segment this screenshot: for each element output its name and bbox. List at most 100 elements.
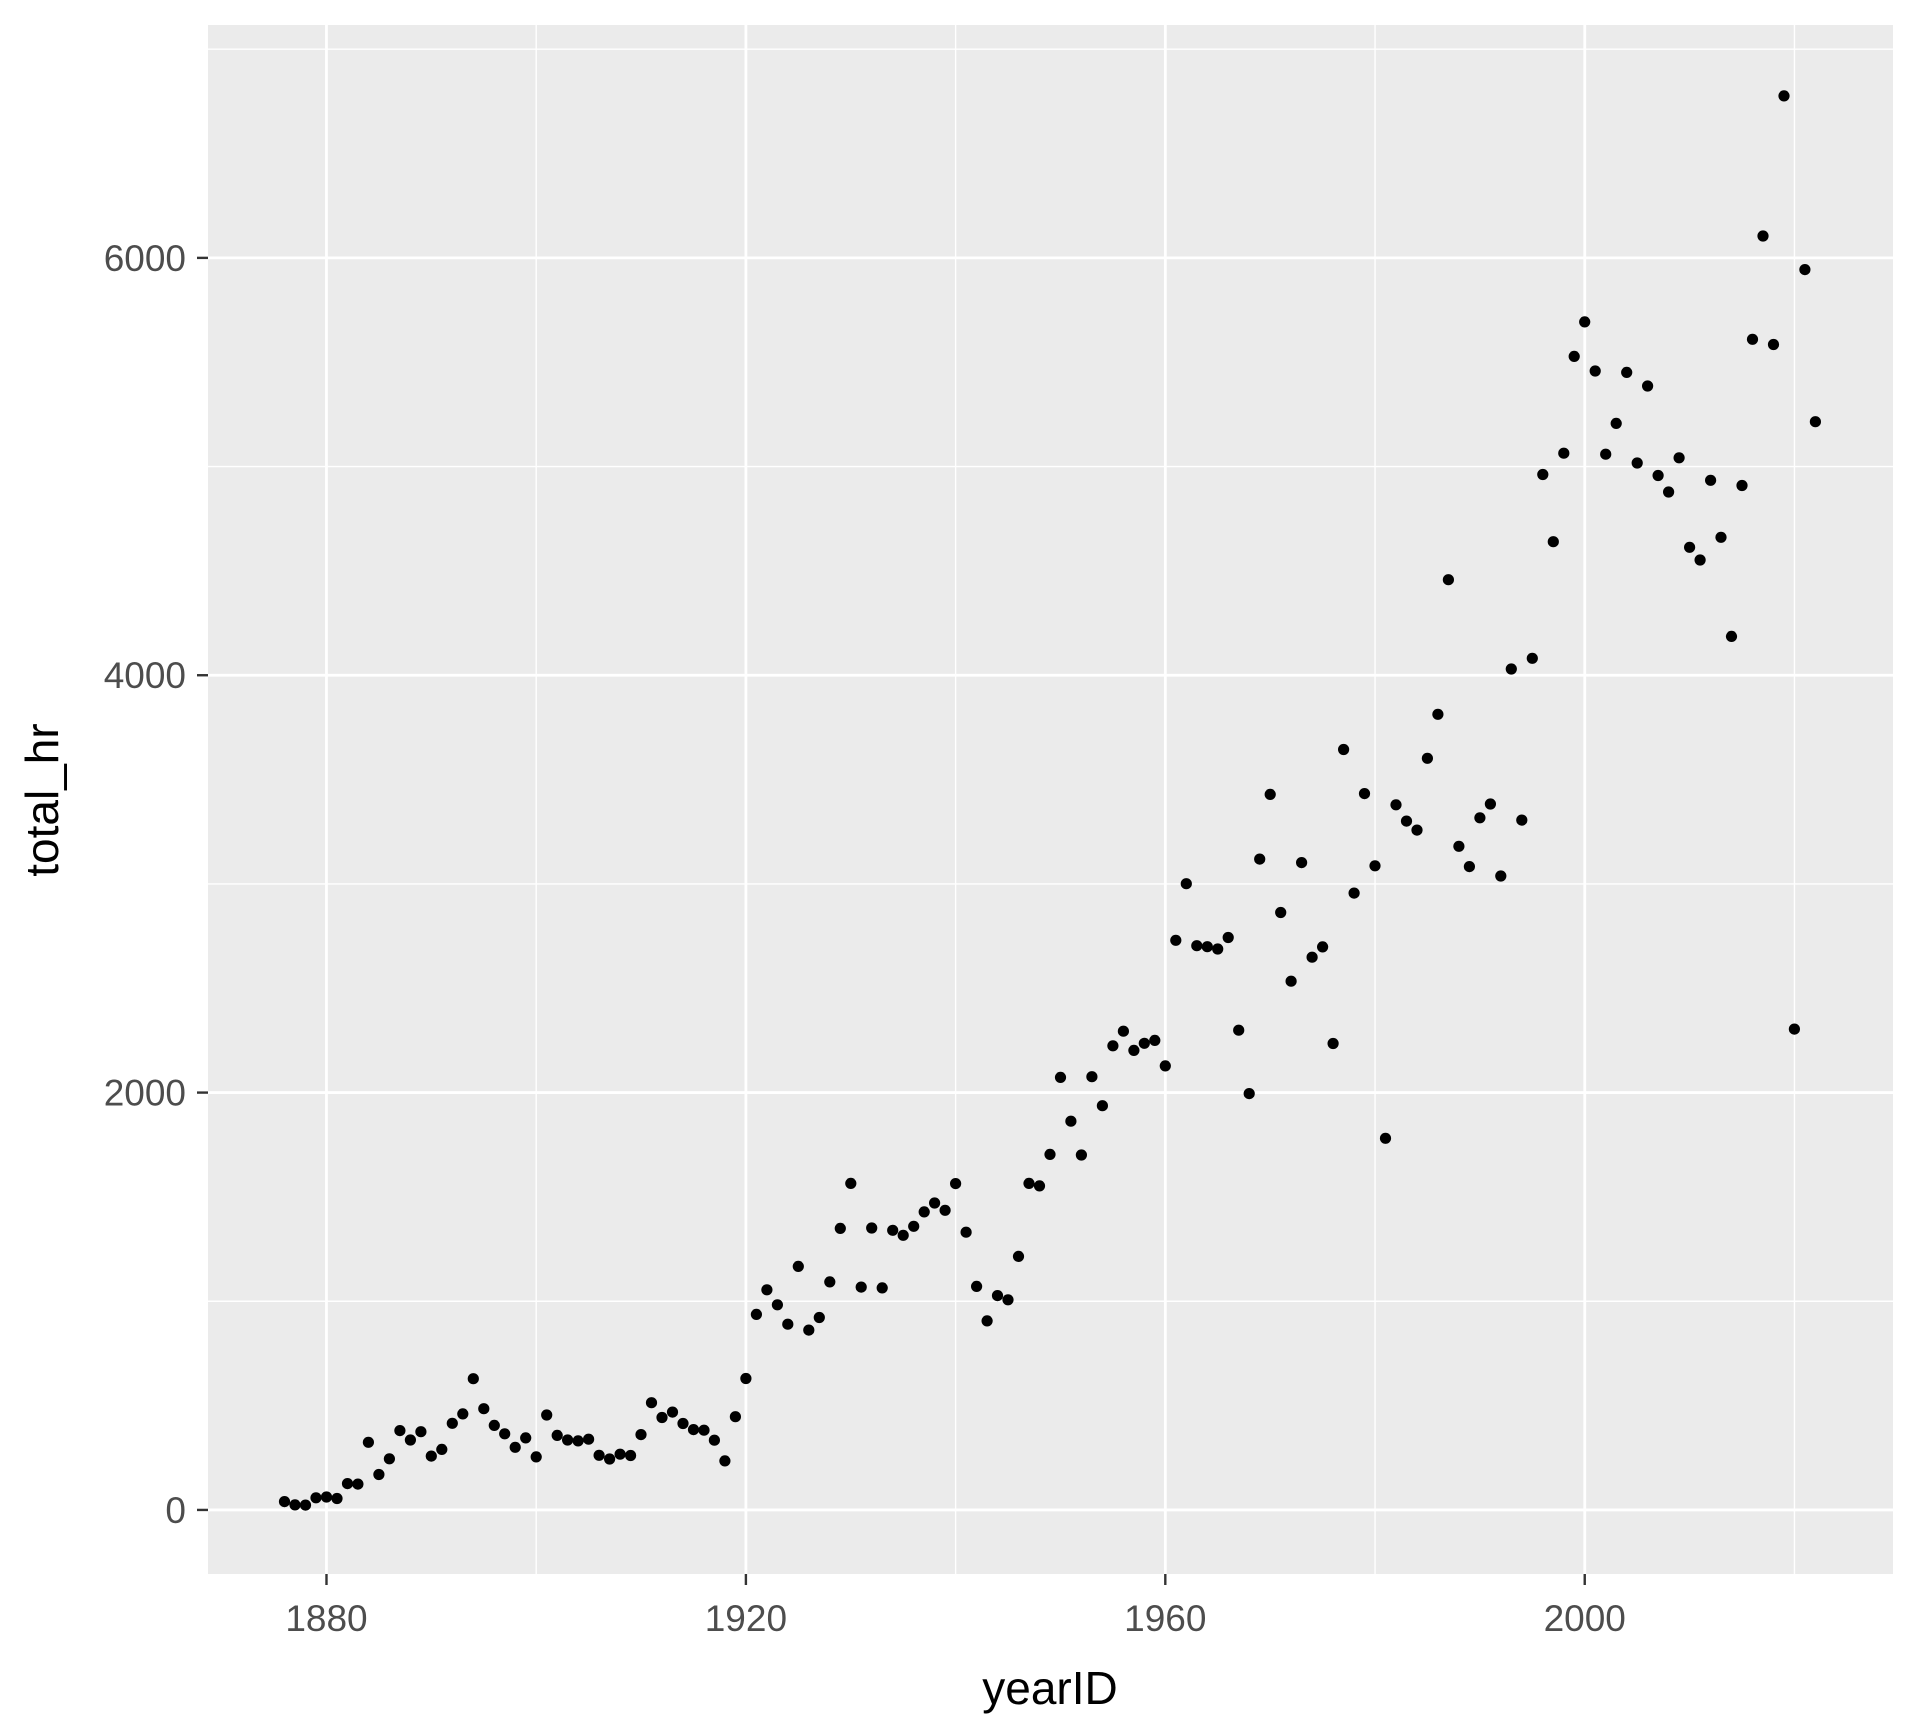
data-point xyxy=(551,1429,563,1441)
data-point xyxy=(771,1299,784,1311)
data-point xyxy=(803,1324,815,1336)
data-point xyxy=(1275,906,1287,919)
data-point xyxy=(394,1425,406,1437)
data-point xyxy=(436,1443,448,1455)
data-point xyxy=(1684,541,1696,553)
data-point xyxy=(887,1224,899,1236)
data-point xyxy=(1725,630,1738,643)
data-point xyxy=(824,1276,836,1288)
data-point xyxy=(1138,1037,1150,1049)
data-point xyxy=(1621,366,1633,378)
y-axis-tick-label: 0 xyxy=(165,1490,186,1531)
x-axis-tick-label: 1880 xyxy=(285,1598,367,1639)
data-point xyxy=(876,1282,888,1294)
data-point xyxy=(299,1499,312,1511)
y-axis-tick-label: 4000 xyxy=(104,655,186,696)
data-point xyxy=(1201,941,1213,953)
data-point xyxy=(362,1436,374,1448)
data-point xyxy=(1023,1177,1035,1189)
data-point xyxy=(1757,230,1769,242)
data-point xyxy=(1631,457,1643,469)
data-point xyxy=(761,1284,773,1296)
data-point xyxy=(1453,840,1465,852)
data-point xyxy=(520,1432,532,1444)
data-point xyxy=(1180,878,1192,890)
data-point xyxy=(1600,448,1612,460)
data-point xyxy=(1033,1180,1046,1192)
data-point xyxy=(1736,479,1748,492)
data-point xyxy=(855,1281,867,1293)
data-point xyxy=(740,1372,752,1385)
data-point xyxy=(562,1434,574,1446)
data-point xyxy=(1526,652,1538,664)
data-point xyxy=(530,1451,542,1463)
data-point xyxy=(509,1441,521,1453)
data-point xyxy=(1128,1044,1140,1056)
data-point xyxy=(1170,934,1182,946)
data-point xyxy=(1306,951,1318,963)
data-point xyxy=(1516,814,1528,826)
data-point xyxy=(1642,380,1654,392)
data-point xyxy=(866,1222,878,1234)
data-point xyxy=(1044,1148,1056,1160)
data-point xyxy=(792,1260,804,1272)
data-point xyxy=(1054,1071,1067,1083)
data-point xyxy=(908,1220,920,1232)
data-point xyxy=(604,1453,616,1465)
data-point xyxy=(310,1492,322,1504)
data-point xyxy=(541,1409,553,1421)
data-point xyxy=(478,1403,490,1415)
data-point xyxy=(929,1197,941,1209)
grid-minor-lines xyxy=(208,25,1893,1574)
data-point xyxy=(614,1448,626,1460)
data-point xyxy=(918,1206,930,1218)
data-point xyxy=(1264,788,1276,801)
data-point xyxy=(1348,887,1360,899)
data-point xyxy=(635,1429,647,1441)
data-point xyxy=(1568,350,1580,362)
data-point xyxy=(320,1491,333,1503)
data-point xyxy=(583,1433,595,1445)
data-point xyxy=(278,1496,291,1508)
x-axis-tick-label: 1960 xyxy=(1124,1598,1206,1639)
data-point xyxy=(1778,90,1790,102)
data-point xyxy=(1222,931,1234,944)
data-point xyxy=(572,1435,584,1447)
data-point xyxy=(1474,812,1486,824)
data-point xyxy=(991,1290,1004,1302)
y-axis-tick-label: 6000 xyxy=(104,238,186,279)
data-point xyxy=(373,1468,385,1481)
data-point xyxy=(1096,1100,1108,1112)
data-point xyxy=(1012,1250,1025,1262)
data-point xyxy=(1495,870,1507,882)
data-point xyxy=(1809,416,1821,428)
data-point xyxy=(1558,447,1570,459)
data-point xyxy=(488,1419,500,1431)
data-point xyxy=(1537,468,1549,481)
data-point xyxy=(1663,486,1675,498)
data-point xyxy=(729,1411,742,1423)
data-point xyxy=(708,1434,721,1446)
data-point xyxy=(1694,554,1706,566)
data-point xyxy=(1191,940,1203,952)
data-point xyxy=(1463,861,1475,873)
data-point xyxy=(446,1417,458,1429)
data-point xyxy=(1002,1294,1014,1306)
data-point xyxy=(1746,333,1759,345)
data-point xyxy=(698,1424,710,1436)
data-point xyxy=(331,1492,343,1505)
axis-tick-labels: 1880 1920 1960 2000 0 2000 4000 6000 xyxy=(104,238,1626,1639)
data-point xyxy=(1432,708,1444,720)
data-point xyxy=(1107,1040,1119,1052)
data-point xyxy=(950,1178,962,1190)
data-point xyxy=(1421,752,1433,764)
data-point xyxy=(1589,365,1601,377)
data-point xyxy=(1065,1115,1077,1127)
data-point xyxy=(1705,474,1717,486)
data-point xyxy=(1715,531,1727,543)
data-point xyxy=(383,1453,395,1465)
data-point xyxy=(1673,452,1685,464)
data-point xyxy=(1788,1023,1800,1035)
data-point xyxy=(677,1417,689,1430)
data-point xyxy=(1233,1024,1245,1036)
